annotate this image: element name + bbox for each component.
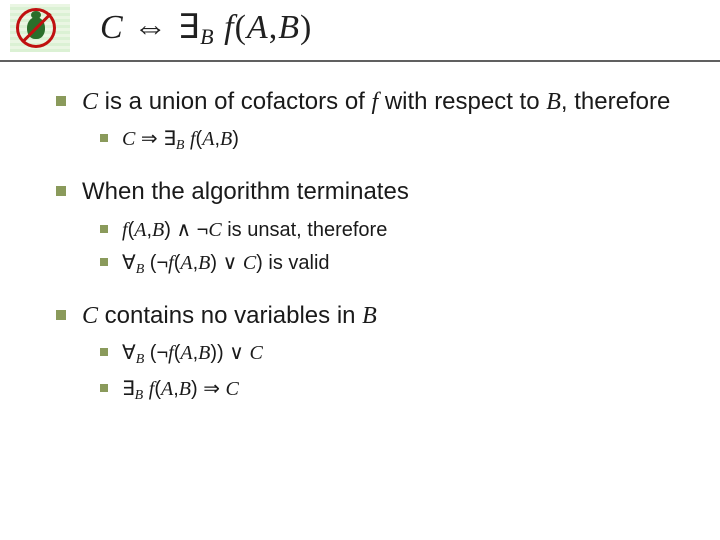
text-run: (¬ bbox=[144, 252, 168, 274]
text-run: ( bbox=[154, 378, 161, 400]
title-B2: B bbox=[278, 9, 300, 46]
title-close: ) bbox=[300, 9, 312, 46]
bullet-text: ∃B f(A,B) ⇒ C bbox=[122, 376, 239, 406]
text-run: C bbox=[243, 252, 256, 274]
bullet-text: C ⇒ ∃B f(A,B) bbox=[122, 126, 239, 156]
text-run: C bbox=[82, 89, 98, 115]
text-run: (¬ bbox=[144, 342, 168, 364]
bullet-level-1: C is a union of cofactors of f with resp… bbox=[56, 86, 684, 118]
text-run: ) ⇒ bbox=[191, 378, 226, 400]
bullet-square-icon bbox=[100, 134, 108, 142]
text-run: B bbox=[136, 352, 145, 367]
bullet-square-icon bbox=[100, 225, 108, 233]
text-run: C bbox=[249, 342, 262, 364]
text-run: is unsat, therefore bbox=[222, 219, 388, 241]
text-run: with respect to bbox=[378, 88, 546, 115]
bullet-level-2: C ⇒ ∃B f(A,B) bbox=[100, 126, 684, 156]
text-run: ) bbox=[232, 128, 239, 150]
text-run: , therefore bbox=[561, 88, 670, 115]
bullet-text: f(A,B) ∧ ¬C is unsat, therefore bbox=[122, 217, 387, 244]
text-run: A bbox=[134, 219, 146, 241]
bullet-text: When the algorithm terminates bbox=[82, 176, 409, 208]
title-C: C bbox=[100, 9, 124, 46]
title-open: ( bbox=[235, 9, 247, 46]
text-run: B bbox=[198, 252, 210, 274]
text-run: When the algorithm terminates bbox=[82, 178, 409, 205]
bullet-level-1: When the algorithm terminates bbox=[56, 176, 684, 208]
text-run: C bbox=[208, 219, 221, 241]
title-f: f bbox=[215, 9, 235, 46]
bullet-square-icon bbox=[56, 96, 66, 106]
text-run: A bbox=[180, 252, 192, 274]
bullet-level-1: C contains no variables in B bbox=[56, 300, 684, 332]
text-run: A bbox=[161, 378, 173, 400]
text-run: B bbox=[220, 128, 232, 150]
text-run: B bbox=[179, 378, 191, 400]
bullet-text: ∀B (¬f(A,B) ∨ C) is valid bbox=[122, 250, 330, 280]
bullet-square-icon bbox=[56, 186, 66, 196]
no-bugs-logo bbox=[10, 4, 70, 52]
slide-body: C is a union of cofactors of f with resp… bbox=[0, 62, 720, 436]
bullet-square-icon bbox=[100, 348, 108, 356]
slide-title-formula: C ⇔ ∃B f(A,B) bbox=[100, 7, 312, 50]
bullet-level-2: ∀B (¬f(A,B)) ∨ C bbox=[100, 340, 684, 370]
text-run: B bbox=[198, 342, 210, 364]
slide-header: C ⇔ ∃B f(A,B) bbox=[0, 0, 720, 62]
bullet-level-2: ∃B f(A,B) ⇒ C bbox=[100, 376, 684, 406]
bullet-level-2: ∀B (¬f(A,B) ∨ C) is valid bbox=[100, 250, 684, 280]
text-run: C bbox=[82, 303, 98, 329]
text-run: B bbox=[546, 89, 561, 115]
text-run: contains no variables in bbox=[98, 302, 362, 329]
bullet-square-icon bbox=[100, 384, 108, 392]
text-run: B bbox=[136, 262, 145, 277]
text-run: A bbox=[202, 128, 214, 150]
text-run: ∃ bbox=[122, 378, 135, 400]
bullet-square-icon bbox=[100, 258, 108, 266]
bullet-text: C is a union of cofactors of f with resp… bbox=[82, 86, 670, 118]
bullet-level-2: f(A,B) ∧ ¬C is unsat, therefore bbox=[100, 217, 684, 244]
text-run: C bbox=[122, 128, 135, 150]
title-comma: , bbox=[269, 9, 279, 46]
text-run: A bbox=[180, 342, 192, 364]
bullet-square-icon bbox=[56, 310, 66, 320]
bullet-text: C contains no variables in B bbox=[82, 300, 377, 332]
text-run: ⇒ ∃ bbox=[135, 128, 176, 150]
title-A: A bbox=[247, 9, 269, 46]
text-run: ) is valid bbox=[256, 252, 329, 274]
text-run: ) ∨ bbox=[210, 252, 242, 274]
title-iff: ⇔ bbox=[124, 9, 178, 46]
title-exists: ∃ bbox=[178, 9, 200, 46]
title-sub-B: B bbox=[200, 24, 214, 49]
text-run: ) ∧ ¬ bbox=[164, 219, 208, 241]
text-run: )) ∨ bbox=[210, 342, 249, 364]
text-run: B bbox=[362, 303, 377, 329]
text-run: ∀ bbox=[122, 252, 136, 274]
text-run: B bbox=[152, 219, 164, 241]
bullet-text: ∀B (¬f(A,B)) ∨ C bbox=[122, 340, 263, 370]
text-run: is a union of cofactors of bbox=[98, 88, 371, 115]
text-run: ∀ bbox=[122, 342, 136, 364]
text-run: B bbox=[135, 388, 144, 403]
text-run: C bbox=[226, 378, 239, 400]
